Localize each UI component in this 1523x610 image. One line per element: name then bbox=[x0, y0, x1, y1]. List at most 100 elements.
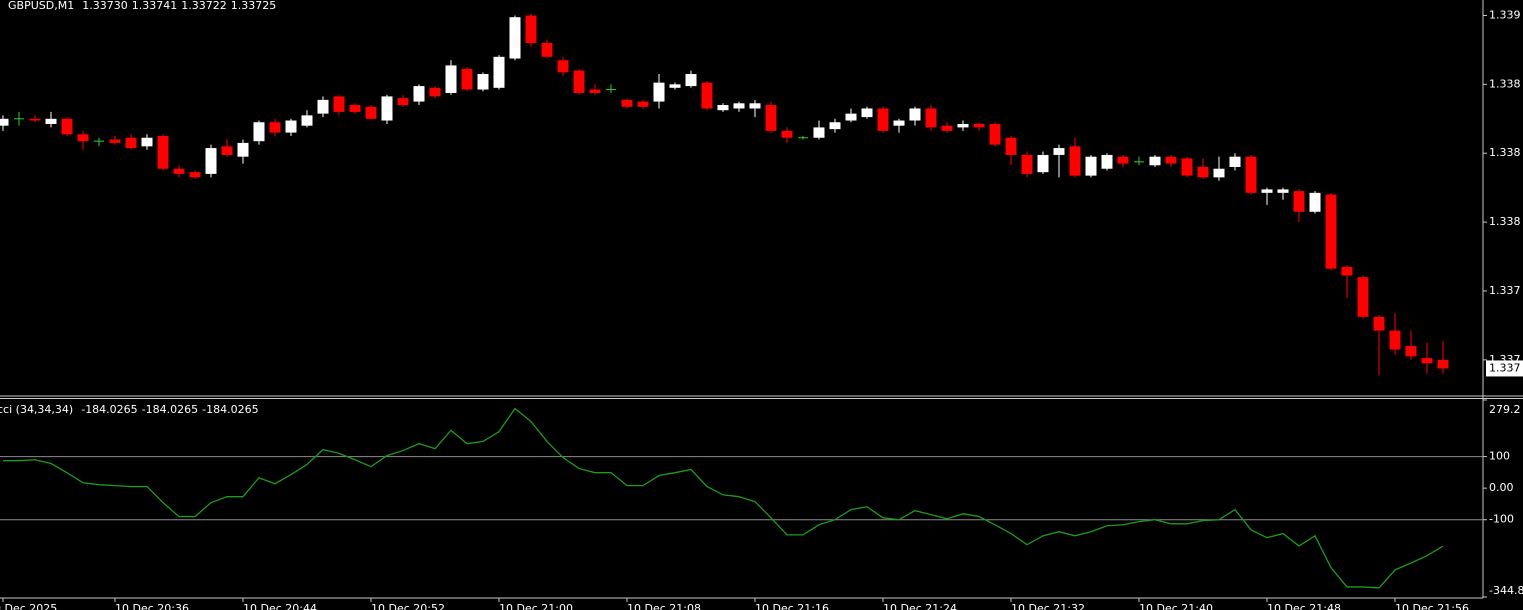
y-tick-label: -344.8 bbox=[1489, 584, 1523, 597]
candle-body bbox=[781, 130, 793, 138]
candle-body bbox=[381, 96, 393, 121]
candle-body bbox=[1197, 167, 1209, 178]
candle-body bbox=[1117, 156, 1129, 164]
candle-body bbox=[333, 96, 345, 112]
candle-body bbox=[1293, 191, 1305, 212]
candle-body bbox=[1309, 192, 1321, 212]
candle-body bbox=[173, 168, 185, 174]
candle-body bbox=[301, 115, 313, 126]
candle-body bbox=[525, 15, 537, 44]
candle-body bbox=[0, 118, 9, 126]
candle-body bbox=[237, 142, 249, 157]
candle-body bbox=[653, 82, 665, 102]
candle-body bbox=[77, 134, 89, 142]
candle-body bbox=[285, 120, 297, 133]
y-tick-label: 0.00 bbox=[1489, 481, 1514, 494]
candle-body bbox=[509, 17, 521, 59]
candle-body bbox=[893, 120, 905, 126]
y-tick-label: 1.338 bbox=[1489, 77, 1521, 90]
y-tick-label: 1.338 bbox=[1489, 146, 1521, 159]
candle-body bbox=[1437, 359, 1449, 369]
candle-body bbox=[1069, 146, 1081, 176]
candle-body bbox=[1277, 189, 1289, 193]
indicator-value: -184.0265 bbox=[142, 403, 198, 416]
main-title: GBPUSD,M1 1.33730 1.33741 1.33722 1.33725 bbox=[8, 0, 276, 12]
candle-body bbox=[685, 74, 697, 87]
candle-body bbox=[989, 123, 1001, 145]
candle-body bbox=[253, 122, 265, 142]
candle-body bbox=[125, 137, 137, 149]
candle-body bbox=[829, 122, 841, 130]
candle-body bbox=[749, 103, 761, 109]
candle-body bbox=[573, 70, 585, 93]
x-tick-label: 10 Dec 21:16 bbox=[755, 602, 829, 610]
candle-body bbox=[925, 108, 937, 128]
x-tick-label: 10 Dec 21:00 bbox=[499, 602, 573, 610]
current-price-label: 1.337 bbox=[1489, 361, 1521, 374]
x-tick-label: 10 Dec 20:52 bbox=[371, 602, 445, 610]
candle-body bbox=[413, 86, 425, 102]
indicator-value: -184.0265 bbox=[202, 403, 258, 416]
indicator-name: cci (34,34,34) bbox=[0, 403, 73, 416]
candle-body bbox=[1405, 346, 1417, 357]
x-tick-label: 10 Dec 21:24 bbox=[883, 602, 957, 610]
candle-body bbox=[813, 127, 825, 138]
y-tick-label: 1.339 bbox=[1489, 8, 1521, 21]
candle-body bbox=[973, 123, 985, 128]
x-tick-label: 10 Dec 21:08 bbox=[627, 602, 701, 610]
candle-body bbox=[1389, 330, 1401, 350]
candle-body bbox=[45, 118, 57, 124]
x-tick-label: 10 Dec 20:44 bbox=[243, 602, 317, 610]
candle-body bbox=[701, 82, 713, 109]
candle-body bbox=[541, 43, 553, 57]
candle-body bbox=[733, 103, 745, 109]
candle-body bbox=[1021, 154, 1033, 174]
candle-body bbox=[157, 136, 169, 169]
x-tick-label: 10 Dec 21:56 bbox=[1395, 602, 1469, 610]
candle-body bbox=[429, 87, 441, 97]
candle-body bbox=[61, 118, 73, 135]
candle-body bbox=[1005, 137, 1017, 155]
candle-body bbox=[1341, 266, 1353, 276]
candle-body bbox=[109, 139, 121, 143]
candle-body bbox=[621, 99, 633, 107]
y-tick-label: 279.2 bbox=[1489, 403, 1521, 416]
current-price-box bbox=[1486, 360, 1523, 377]
candle-body bbox=[557, 60, 569, 73]
candle-body bbox=[637, 101, 649, 107]
candle-body bbox=[765, 105, 777, 131]
ohlc-value: 1.33730 bbox=[82, 0, 128, 12]
y-tick-label: 100 bbox=[1489, 450, 1510, 463]
candle-body bbox=[189, 172, 201, 178]
x-tick-label: 10 Dec 21:32 bbox=[1011, 602, 1085, 610]
candle-body bbox=[29, 118, 41, 121]
candle-body bbox=[957, 123, 969, 128]
candle-body bbox=[1101, 154, 1113, 169]
y-tick-label: 1.338 bbox=[1489, 215, 1521, 228]
candle-body bbox=[349, 105, 361, 112]
candle-body bbox=[221, 146, 233, 155]
candle-body bbox=[397, 98, 409, 106]
ohlc-value: 1.33725 bbox=[231, 0, 277, 12]
candle-body bbox=[1149, 156, 1161, 166]
candle-body bbox=[461, 68, 473, 90]
candle-body bbox=[205, 148, 217, 174]
candle-body bbox=[1165, 156, 1177, 164]
candle-body bbox=[1325, 194, 1337, 269]
candle-body bbox=[477, 74, 489, 90]
candle-body bbox=[1181, 158, 1193, 176]
candle-body bbox=[269, 122, 281, 133]
candle-body bbox=[861, 108, 873, 118]
candle-body bbox=[141, 137, 153, 147]
ohlc-value: 1.33741 bbox=[132, 0, 178, 12]
candle-body bbox=[1213, 168, 1225, 178]
x-tick-label: 10 Dec 21:48 bbox=[1267, 602, 1341, 610]
candle-body bbox=[1085, 156, 1097, 176]
candle-body bbox=[669, 84, 681, 88]
candle-body bbox=[1053, 148, 1065, 155]
candle-body bbox=[941, 125, 953, 131]
y-tick-label: 1.337 bbox=[1489, 284, 1521, 297]
candle-body bbox=[445, 65, 457, 93]
